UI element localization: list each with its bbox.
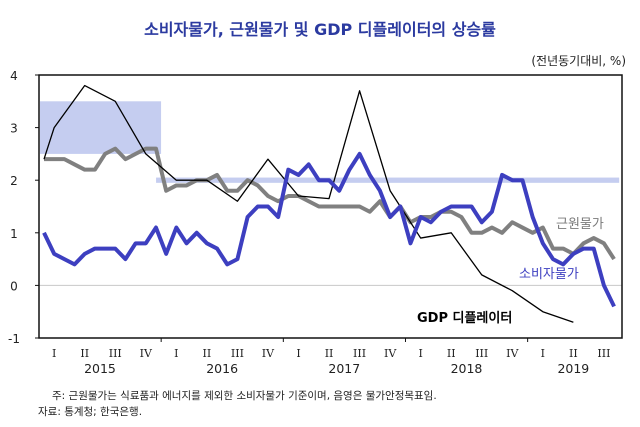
chart-title: 소비자물가, 근원물가 및 GDP 디플레이터의 상승률 (144, 20, 496, 39)
x-year-label: 2017 (328, 361, 360, 376)
x-quarter-label: III (353, 347, 366, 360)
x-quarter-label: IV (262, 347, 275, 360)
y-tick-label: 2 (10, 174, 18, 188)
unit-label: (전년동기대비, %) (531, 54, 626, 68)
x-quarter-label: III (231, 347, 244, 360)
x-quarter-label: II (80, 347, 89, 360)
x-quarter-label: I (418, 347, 422, 360)
x-quarter-label: IV (140, 347, 153, 360)
label-cpi: 소비자물가 (519, 267, 579, 282)
y-tick-label: 4 (10, 69, 18, 83)
x-quarter-label: II (203, 347, 212, 360)
x-quarter-label: III (597, 347, 610, 360)
label-gdp-deflator: GDP 디플레이터 (417, 310, 512, 326)
series-line-core (44, 146, 616, 261)
x-quarter-label: I (541, 347, 545, 360)
target-band (40, 101, 162, 154)
x-quarter-label: II (325, 347, 334, 360)
series-line-gdp-deflator (43, 84, 574, 323)
x-year-label: 2019 (557, 361, 589, 376)
source-note: 자료: 통계청; 한국은행. (38, 406, 143, 418)
x-quarter-label: III (109, 347, 122, 360)
y-tick-label: -1 (8, 332, 20, 346)
x-quarter-label: I (52, 347, 56, 360)
y-tick-label: 1 (10, 227, 18, 241)
footnote: 주: 근원물가는 식료품과 에너지를 제외한 소비자물가 기준이며, 음영은 물… (52, 390, 437, 402)
x-quarter-label: III (475, 347, 488, 360)
x-quarter-label: II (447, 347, 456, 360)
x-year-label: 2018 (451, 361, 483, 376)
x-year-label: 2015 (84, 361, 116, 376)
plot-frame (38, 74, 623, 339)
x-quarter-label: II (569, 347, 578, 360)
x-year-label: 2016 (206, 361, 238, 376)
target-band (156, 177, 620, 183)
y-tick-label: 0 (10, 279, 18, 293)
x-quarter-label: IV (506, 347, 519, 360)
x-quarter-label: I (296, 347, 300, 360)
x-quarter-label: IV (384, 347, 397, 360)
y-tick-label: 3 (10, 122, 18, 136)
x-quarter-label: I (174, 347, 178, 360)
label-core-cpi: 근원물가 (556, 217, 604, 232)
series-line-cpi (42, 151, 616, 308)
